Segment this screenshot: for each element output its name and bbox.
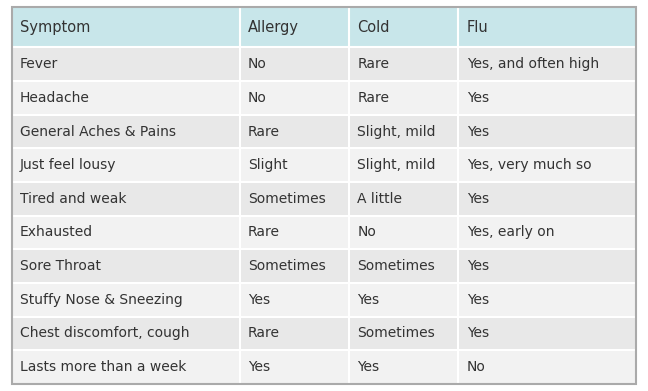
Text: Sometimes: Sometimes [358, 259, 435, 273]
Text: Stuffy Nose & Sneezing: Stuffy Nose & Sneezing [20, 293, 183, 307]
Text: Yes, very much so: Yes, very much so [467, 158, 592, 172]
Text: Yes, early on: Yes, early on [467, 226, 554, 240]
Text: Cold: Cold [358, 20, 390, 35]
FancyBboxPatch shape [12, 182, 636, 216]
Text: No: No [248, 57, 267, 71]
Text: Allergy: Allergy [248, 20, 299, 35]
FancyBboxPatch shape [12, 148, 636, 182]
Text: Headache: Headache [20, 91, 90, 105]
Text: Symptom: Symptom [20, 20, 91, 35]
Text: Yes: Yes [467, 326, 489, 341]
Text: Slight, mild: Slight, mild [358, 124, 436, 138]
Text: Yes: Yes [248, 293, 270, 307]
Text: Slight, mild: Slight, mild [358, 158, 436, 172]
Text: Rare: Rare [248, 326, 280, 341]
Text: Yes: Yes [467, 259, 489, 273]
Text: Yes: Yes [467, 192, 489, 206]
FancyBboxPatch shape [12, 283, 636, 317]
Text: Sore Throat: Sore Throat [20, 259, 101, 273]
Text: Rare: Rare [358, 91, 389, 105]
Text: Yes: Yes [358, 293, 380, 307]
FancyBboxPatch shape [12, 350, 636, 384]
Text: Just feel lousy: Just feel lousy [20, 158, 117, 172]
Text: General Aches & Pains: General Aches & Pains [20, 124, 176, 138]
FancyBboxPatch shape [12, 81, 636, 115]
Text: Yes: Yes [467, 91, 489, 105]
Text: Tired and weak: Tired and weak [20, 192, 126, 206]
FancyBboxPatch shape [12, 249, 636, 283]
Text: Fever: Fever [20, 57, 58, 71]
Text: A little: A little [358, 192, 402, 206]
Text: Slight: Slight [248, 158, 288, 172]
FancyBboxPatch shape [12, 216, 636, 249]
Text: Sometimes: Sometimes [358, 326, 435, 341]
Text: Exhausted: Exhausted [20, 226, 93, 240]
Text: Flu: Flu [467, 20, 489, 35]
Text: Yes: Yes [248, 360, 270, 374]
FancyBboxPatch shape [12, 7, 636, 384]
FancyBboxPatch shape [12, 7, 636, 47]
FancyBboxPatch shape [12, 47, 636, 81]
Text: Rare: Rare [248, 124, 280, 138]
FancyBboxPatch shape [12, 317, 636, 350]
Text: No: No [467, 360, 485, 374]
Text: Yes: Yes [467, 293, 489, 307]
Text: Rare: Rare [248, 226, 280, 240]
Text: No: No [358, 226, 376, 240]
Text: Sometimes: Sometimes [248, 259, 326, 273]
Text: Chest discomfort, cough: Chest discomfort, cough [20, 326, 190, 341]
Text: Yes, and often high: Yes, and often high [467, 57, 599, 71]
FancyBboxPatch shape [12, 115, 636, 148]
Text: Yes: Yes [467, 124, 489, 138]
Text: Sometimes: Sometimes [248, 192, 326, 206]
Text: No: No [248, 91, 267, 105]
Text: Rare: Rare [358, 57, 389, 71]
Text: Lasts more than a week: Lasts more than a week [20, 360, 187, 374]
Text: Yes: Yes [358, 360, 380, 374]
